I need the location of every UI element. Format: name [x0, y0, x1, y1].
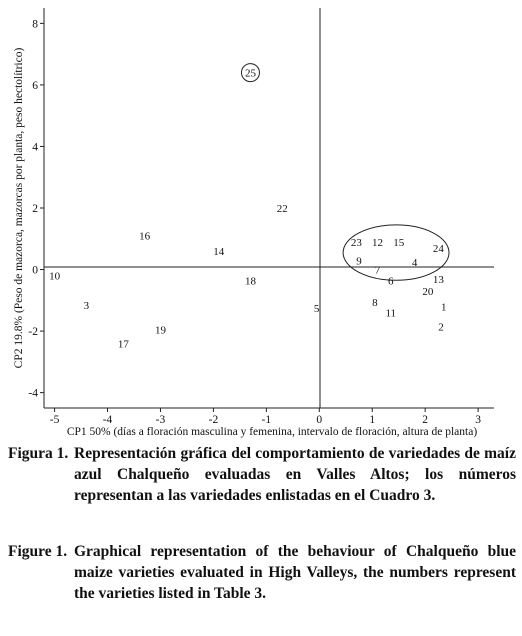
point-label: 14	[213, 246, 225, 258]
y-tick-label: 0	[32, 265, 38, 277]
point-label: 13	[433, 274, 445, 286]
point-label: 16	[139, 231, 151, 243]
x-tick-label: 2	[422, 414, 428, 426]
point-label: 9	[356, 255, 362, 267]
point-label: 3	[84, 300, 90, 312]
caption-text-en: Graphical representation of the behaviou…	[74, 543, 516, 602]
x-tick-label: -5	[50, 414, 60, 426]
point-label: 2	[438, 321, 444, 333]
caption-label-en: Figure 1.	[8, 543, 68, 560]
point-label: 25	[245, 68, 257, 80]
x-tick-label: 3	[475, 414, 481, 426]
point-label: 5	[314, 303, 320, 315]
y-tick-label: 2	[32, 203, 38, 215]
y-tick-label: 4	[32, 141, 38, 153]
point-label: 23	[351, 237, 363, 249]
figure-caption-english: Figure 1. Graphical representation of th…	[8, 541, 516, 604]
caption-text-es: Representación gráfica del comportamient…	[74, 445, 516, 504]
x-tick-label: 0	[316, 414, 322, 426]
point-label: 22	[277, 203, 288, 215]
cluster-ellipse	[342, 224, 450, 281]
point-label: 6	[388, 275, 394, 287]
figure-caption-spanish: Figura 1. Representación gráfica del com…	[8, 443, 516, 506]
point-label: 11	[385, 308, 396, 320]
y-tick-label: -4	[28, 388, 38, 400]
x-tick-label: -3	[156, 414, 166, 426]
point-label: 4	[412, 257, 418, 269]
x-axis-label: CP1 50% (días a floración masculina y fe…	[67, 426, 478, 438]
point-label: 24	[433, 243, 445, 255]
y-tick-label: -2	[28, 326, 38, 338]
point-highlight-circle	[240, 63, 260, 83]
y-axis-label: CP2 19.8% (Peso de mazorca, mazorcas por…	[13, 48, 25, 369]
caption-label-es: Figura 1.	[8, 445, 69, 462]
point-label: 17	[118, 338, 130, 350]
point-label: 18	[245, 275, 257, 287]
point-label: 15	[393, 237, 405, 249]
point-label: 1	[441, 301, 447, 313]
y-tick-label: 6	[32, 80, 38, 92]
point-label: 8	[372, 297, 378, 309]
point-label: 20	[422, 286, 434, 298]
x-tick-label: 1	[369, 414, 375, 426]
x-tick-label: -2	[209, 414, 219, 426]
point-label: 12	[372, 237, 383, 249]
point-label: 19	[155, 325, 167, 337]
y-tick-label: 8	[32, 18, 38, 30]
point-label: 7	[375, 265, 381, 277]
x-tick-label: -4	[103, 414, 113, 426]
point-label: 10	[49, 271, 61, 283]
x-tick-label: -1	[262, 414, 272, 426]
